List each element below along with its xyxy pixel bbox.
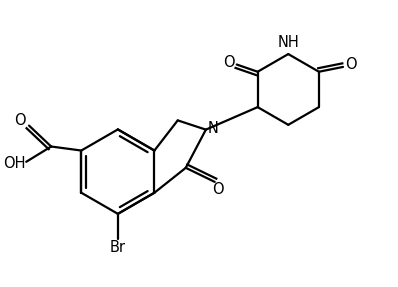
Text: O: O	[212, 183, 224, 197]
Text: O: O	[345, 57, 357, 72]
Text: N: N	[207, 121, 218, 136]
Text: NH: NH	[277, 35, 299, 50]
Text: O: O	[223, 55, 234, 70]
Text: O: O	[14, 113, 26, 128]
Text: Br: Br	[110, 240, 126, 255]
Text: OH: OH	[3, 156, 25, 171]
